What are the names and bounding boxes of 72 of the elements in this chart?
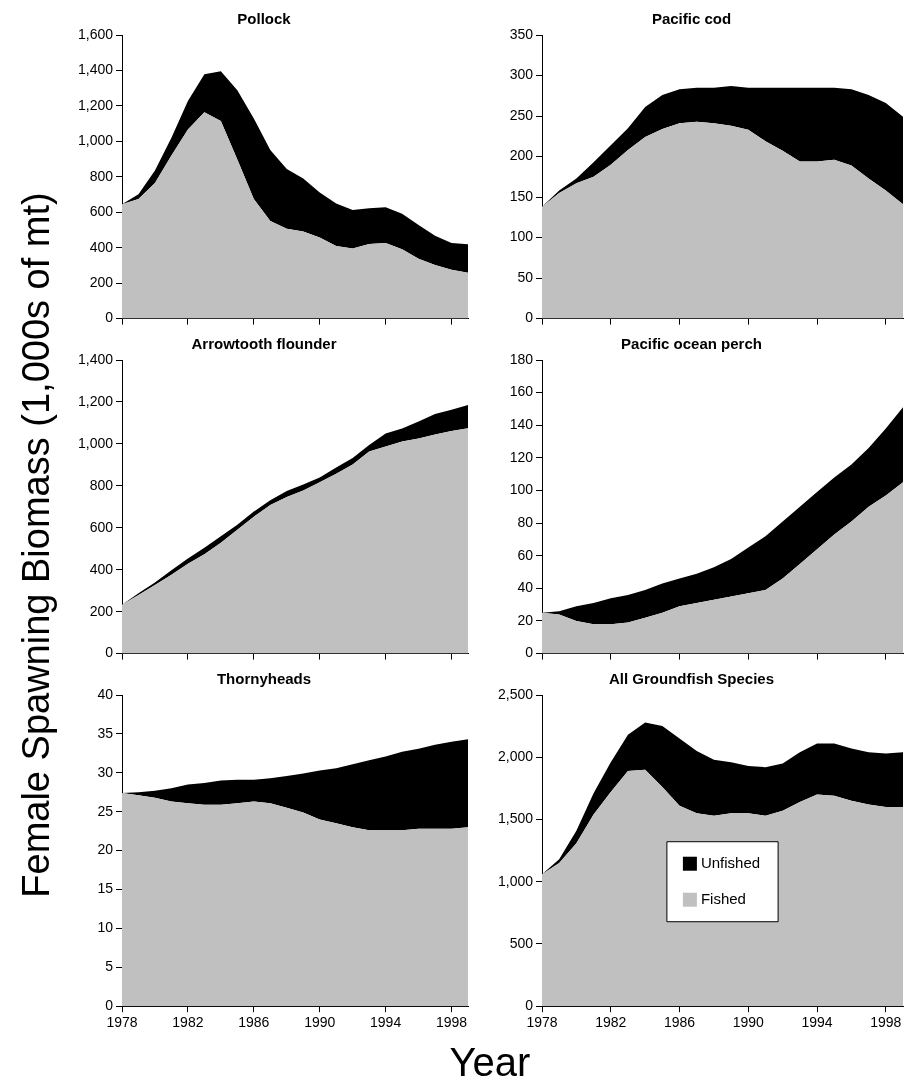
y-tick-label: 0: [105, 644, 114, 661]
y-tick-label: 0: [525, 309, 534, 326]
y-tick-label: 150: [509, 187, 534, 204]
y-tick-label: 1,400: [77, 61, 114, 78]
x-tick-label: 1986: [663, 1014, 696, 1031]
y-tick-label: 500: [509, 934, 534, 951]
x-tick-label: 1986: [238, 1014, 270, 1031]
y-tick-label: 160: [509, 383, 534, 400]
y-tick-label: 120: [509, 448, 534, 465]
x-axis-title: Year: [449, 1040, 531, 1085]
y-tick-label: 20: [97, 841, 114, 858]
x-tick-label: 1994: [370, 1014, 402, 1031]
x-tick-label: 1978: [526, 1014, 558, 1031]
y-tick-label: 35: [97, 724, 114, 741]
chart-title: Arrowtooth flounder: [191, 335, 337, 353]
y-tick-label: 1,200: [77, 392, 114, 409]
y-tick-label: 0: [105, 997, 114, 1014]
legend-label: Fished: [700, 889, 746, 907]
y-tick-label: 20: [517, 611, 534, 628]
chart-title: Pacific ocean perch: [621, 335, 762, 353]
x-tick-label: 1990: [732, 1014, 765, 1031]
x-tick-label: 1982: [595, 1014, 627, 1031]
y-tick-label: 30: [97, 763, 114, 780]
y-tick-label: 200: [509, 147, 534, 164]
y-tick-label: 1,400: [77, 350, 114, 367]
chart-title: Pacific cod: [651, 10, 732, 28]
y-tick-label: 50: [517, 268, 534, 285]
x-tick-label: 1982: [172, 1014, 204, 1031]
x-tick-label: 1978: [106, 1014, 138, 1031]
y-tick-label: 1,000: [497, 872, 534, 889]
y-tick-label: 800: [89, 167, 114, 184]
y-tick-label: 1,200: [77, 96, 114, 113]
y-tick-label: 10: [97, 919, 114, 936]
y-tick-label: 0: [525, 997, 534, 1014]
chart-title: Pollock: [237, 10, 292, 28]
chart-title: All Groundfish Species: [608, 670, 775, 688]
y-tick-label: 2,000: [497, 748, 534, 765]
y-tick-label: 100: [509, 481, 534, 498]
x-tick-label: 1994: [801, 1014, 833, 1031]
y-tick-label: 400: [89, 560, 114, 577]
y-tick-label: 1,600: [77, 25, 114, 42]
y-tick-label: 200: [89, 274, 114, 291]
y-tick-label: 80: [517, 513, 534, 530]
y-tick-label: 600: [89, 518, 114, 535]
chart-title: Thornyheads: [216, 670, 312, 688]
y-tick-label: 800: [89, 476, 114, 493]
y-tick-label: 60: [517, 546, 534, 563]
y-tick-label: 1,000: [77, 434, 114, 451]
x-tick-label: 1998: [870, 1014, 902, 1031]
y-tick-label: 0: [525, 644, 534, 661]
y-tick-label: 1,500: [497, 810, 534, 827]
y-tick-label: 0: [105, 309, 114, 326]
y-tick-label: 140: [509, 416, 534, 433]
y-tick-label: 1,000: [77, 132, 114, 149]
y-tick-label: 100: [509, 228, 534, 245]
y-tick-label: 250: [509, 106, 534, 123]
y-tick-label: 300: [509, 66, 534, 83]
y-axis-title: Female Spawning Biomass (1,000s of mt): [14, 192, 58, 898]
y-tick-label: 200: [89, 602, 114, 619]
y-tick-label: 15: [97, 880, 114, 897]
y-tick-label: 350: [509, 25, 534, 42]
y-tick-label: 25: [97, 802, 114, 819]
x-tick-label: 1990: [304, 1014, 336, 1031]
y-tick-label: 600: [89, 203, 114, 220]
y-tick-label: 40: [97, 685, 114, 702]
y-tick-label: 2,500: [497, 685, 534, 702]
legend-label: Unfished: [700, 853, 761, 871]
y-tick-label: 400: [89, 238, 114, 255]
y-tick-label: 40: [517, 579, 534, 596]
x-tick-label: 1998: [435, 1014, 468, 1031]
y-tick-label: 5: [105, 958, 114, 975]
y-tick-label: 180: [509, 350, 534, 367]
